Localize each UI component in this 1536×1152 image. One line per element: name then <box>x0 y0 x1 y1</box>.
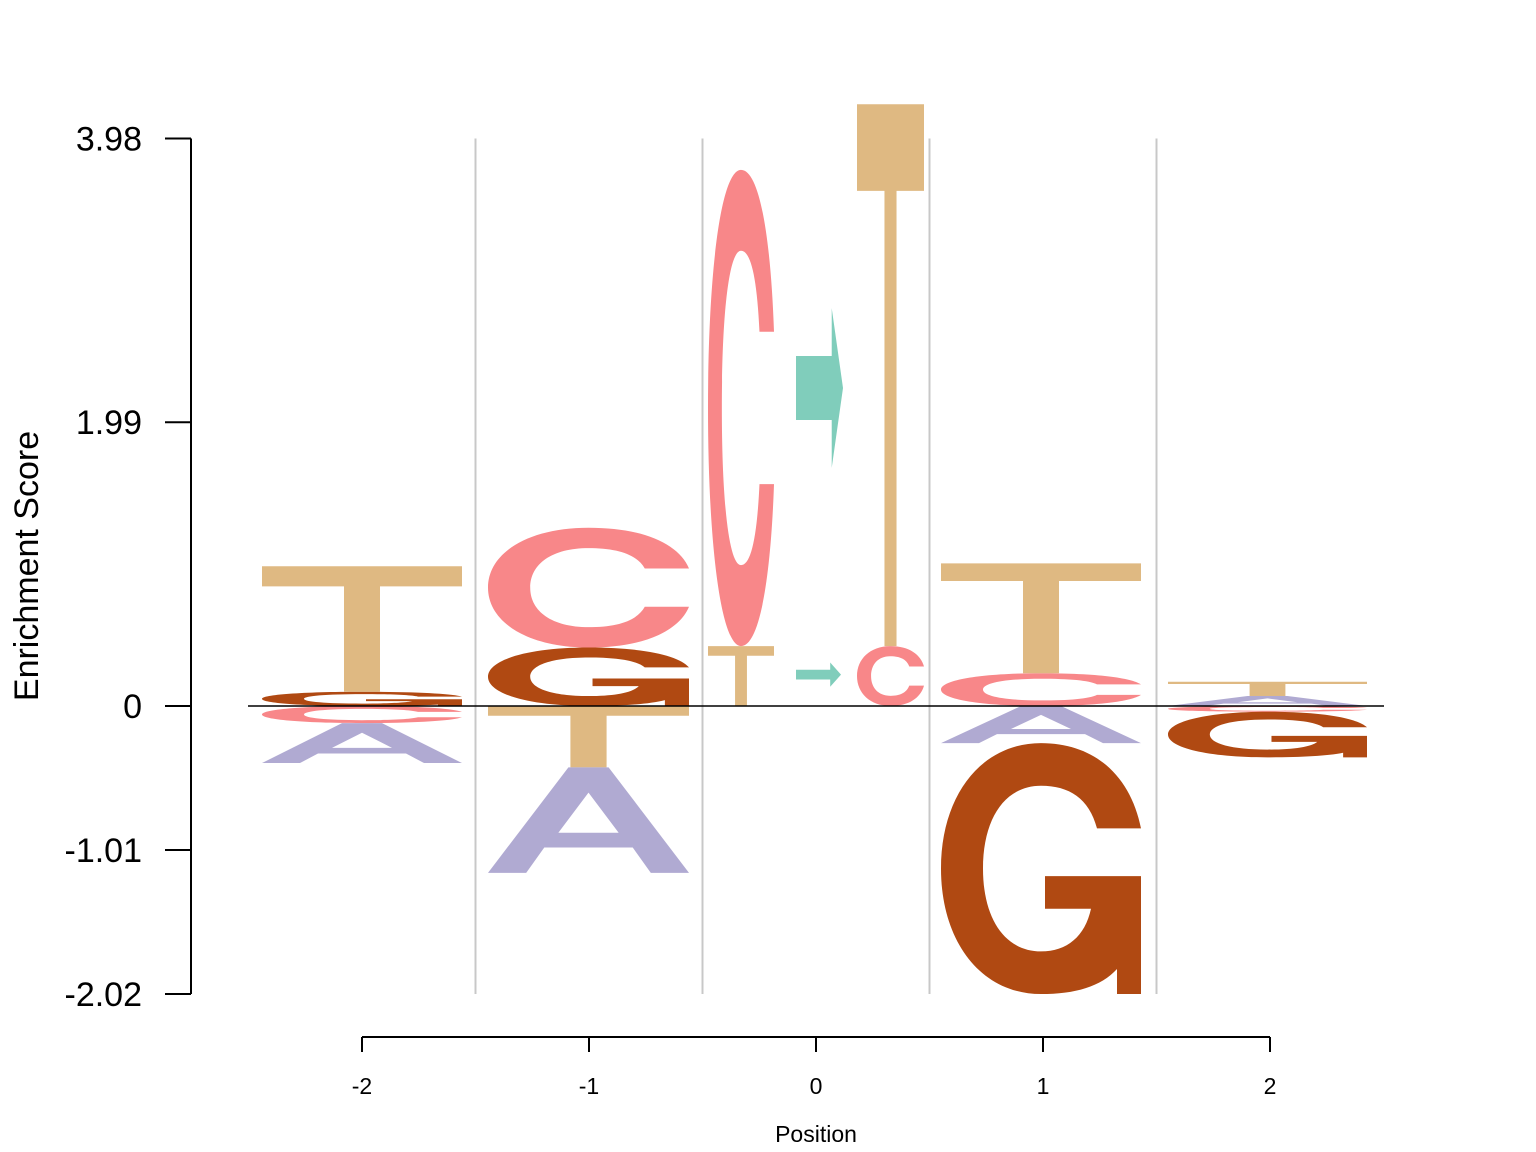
y-tick-label: -1.01 <box>65 832 143 870</box>
logo-letter-t <box>708 646 774 706</box>
y-axis: 3.98 1.99 0 -1.01 -2.02 <box>65 120 192 1014</box>
arrow-glyph <box>796 308 843 468</box>
logo-letter-c <box>1168 706 1367 712</box>
x-tick-label: 1 <box>1037 1073 1050 1099</box>
y-tick-label: 0 <box>123 688 142 726</box>
x-tick-label: -2 <box>352 1073 372 1099</box>
x-tick-label: 0 <box>810 1073 823 1099</box>
x-tick-label: -1 <box>579 1073 599 1099</box>
y-tick-label: 1.99 <box>76 404 142 442</box>
logo-letter-t <box>941 563 1141 674</box>
y-axis-label: Enrichment Score <box>8 431 46 701</box>
gridlines <box>474 138 1158 995</box>
logo-letter-t <box>488 706 689 768</box>
logo-letter-g <box>488 647 689 706</box>
logo-letter-a <box>1168 696 1367 706</box>
logo-letter-c <box>708 169 774 647</box>
logo-letter-a <box>488 767 689 873</box>
arrow-glyph <box>796 662 841 687</box>
logo-letter-t <box>1168 681 1367 697</box>
logo-letter-t <box>262 566 462 692</box>
x-tick-label: 2 <box>1264 1073 1277 1099</box>
logo-letter-t <box>857 104 924 647</box>
logo-letter-c <box>857 646 924 706</box>
logo-letter-c <box>488 527 689 648</box>
logo-letter-a <box>941 706 1141 744</box>
logo-letter-g <box>262 691 462 706</box>
logo-letter-g <box>941 743 1141 995</box>
logo-letter-g <box>1168 711 1367 758</box>
x-axis-label: Position <box>775 1121 857 1147</box>
letters <box>262 104 1367 995</box>
logo-letter-c <box>941 673 1141 706</box>
y-tick-label: 3.98 <box>76 120 142 158</box>
logo-letter-a <box>262 723 462 764</box>
logo-letter-c <box>262 706 462 724</box>
y-tick-label: -2.02 <box>65 976 143 1014</box>
x-axis: -2 -1 0 1 2 <box>352 1036 1277 1099</box>
